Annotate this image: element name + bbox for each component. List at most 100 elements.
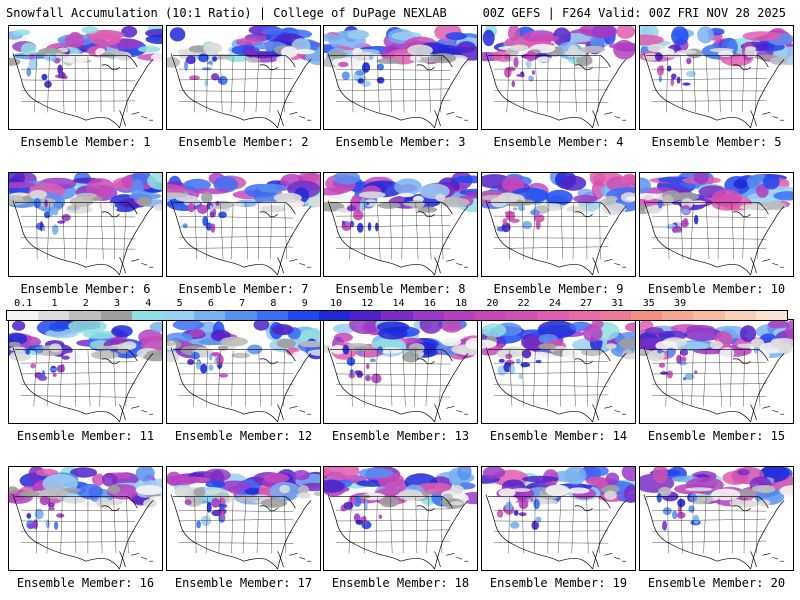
state-borders [178, 203, 294, 260]
state-borders [20, 350, 136, 407]
ensemble-member-label: Ensemble Member: 6 [20, 282, 151, 296]
snowfall-field [324, 320, 477, 384]
map-outlines [12, 53, 154, 129]
snowfall-field [324, 467, 477, 530]
color-swatch [100, 311, 132, 320]
color-legend-tick: 10 [329, 298, 343, 309]
map-outlines [485, 53, 627, 129]
ensemble-member-map [639, 319, 794, 424]
map-outlines [643, 53, 785, 129]
state-borders [178, 497, 294, 554]
color-swatch [163, 311, 195, 320]
ensemble-member-map [323, 172, 478, 277]
color-swatch [662, 311, 694, 320]
ensemble-member-map [481, 172, 636, 277]
color-legend-tick: 18 [455, 298, 468, 309]
state-borders [335, 203, 451, 260]
map-outlines [12, 347, 154, 423]
ensemble-member-map [639, 172, 794, 277]
ensemble-member-map [8, 25, 163, 130]
state-borders [651, 497, 767, 554]
color-swatch [38, 311, 70, 320]
map-outlines [327, 494, 469, 570]
ensemble-member-label: Ensemble Member: 1 [20, 135, 151, 149]
chart-title: Snowfall Accumulation (10:1 Ratio) | Col… [6, 6, 447, 20]
snowfall-field [640, 467, 793, 531]
color-legend-tick: 3 [114, 298, 121, 309]
map-outlines [327, 200, 469, 276]
ensemble-member-map [639, 25, 794, 130]
ensemble-member-label: Ensemble Member: 8 [335, 282, 466, 296]
color-swatch [225, 311, 257, 320]
color-legend-tick: 1 [51, 298, 58, 309]
color-swatch [568, 311, 600, 320]
color-swatch [319, 311, 351, 320]
color-legend-tick: 9 [301, 298, 308, 309]
map-outlines [643, 347, 785, 423]
us-snowfall-map [9, 26, 162, 129]
ensemble-member-map [166, 25, 321, 130]
color-swatch [755, 311, 788, 320]
color-legend-swatches [6, 310, 788, 321]
us-snowfall-map [9, 467, 162, 570]
ensemble-member-label: Ensemble Member: 15 [647, 429, 786, 443]
color-swatch [631, 311, 663, 320]
color-legend-tick: 2 [82, 298, 89, 309]
color-legend-tick: 4 [145, 298, 152, 309]
color-legend-tick: 22 [517, 298, 530, 309]
color-swatch [350, 311, 382, 320]
color-legend: 0.1 1 2 3 4 5 6 7 8 9 10 12 14 16 18 20 22 24 27 31 35 39 [6, 298, 788, 321]
color-legend-tick: 5 [176, 298, 183, 309]
state-borders [178, 350, 294, 407]
snowfall-field [482, 26, 635, 88]
ensemble-member-label: Ensemble Member: 18 [331, 576, 470, 590]
color-legend-tick: 35 [642, 298, 655, 309]
ensemble-member-map [481, 319, 636, 424]
run-valid-time: 00Z GEFS | F264 Valid: 00Z FRI NOV 28 20… [482, 6, 786, 20]
state-borders [651, 56, 767, 113]
ensemble-member-label: Ensemble Member: 11 [16, 429, 155, 443]
ensemble-member-label: Ensemble Member: 19 [489, 576, 628, 590]
color-legend-tick: 39 [674, 298, 687, 309]
snowfall-field [167, 173, 320, 233]
ensemble-member-label: Ensemble Member: 10 [647, 282, 786, 296]
ensemble-member-map [166, 172, 321, 277]
color-legend-labels: 0.1 1 2 3 4 5 6 7 8 9 10 12 14 16 18 20 22 24 27 31 35 39 [6, 298, 788, 310]
ensemble-member-map [639, 466, 794, 571]
state-borders [493, 56, 609, 113]
snowfall-field [640, 320, 793, 381]
us-snowfall-map [482, 467, 635, 570]
snowfall-field [167, 468, 320, 529]
ensemble-member-label: Ensemble Member: 7 [178, 282, 309, 296]
ensemble-member-label: Ensemble Member: 5 [651, 135, 782, 149]
color-legend-tick: 0.1 [14, 298, 33, 309]
state-borders [20, 497, 136, 554]
snowfall-field [324, 26, 477, 87]
ensemble-member-label: Ensemble Member: 20 [647, 576, 786, 590]
state-borders [493, 203, 609, 260]
color-swatch [131, 311, 164, 320]
state-borders [335, 497, 451, 554]
us-snowfall-map [9, 173, 162, 276]
ensemble-member-map [166, 466, 321, 571]
color-legend-tick: 6 [207, 298, 214, 309]
color-swatch [724, 311, 756, 320]
color-swatch [69, 311, 101, 320]
ensemble-member-label: Ensemble Member: 17 [174, 576, 313, 590]
map-outlines [485, 200, 627, 276]
us-snowfall-map [640, 173, 793, 276]
state-borders [20, 203, 136, 260]
color-swatch [537, 311, 569, 320]
ensemble-member-label: Ensemble Member: 13 [331, 429, 470, 443]
us-snowfall-map [640, 467, 793, 570]
us-snowfall-map [167, 467, 320, 570]
color-swatch [599, 311, 632, 320]
snowfall-field [9, 467, 162, 530]
color-legend-tick: 14 [392, 298, 405, 309]
state-borders [493, 497, 609, 554]
ensemble-member-map [8, 319, 163, 424]
ensemble-member-label: Ensemble Member: 9 [493, 282, 624, 296]
us-snowfall-map [640, 26, 793, 129]
us-snowfall-map [640, 320, 793, 423]
color-swatch [443, 311, 476, 320]
